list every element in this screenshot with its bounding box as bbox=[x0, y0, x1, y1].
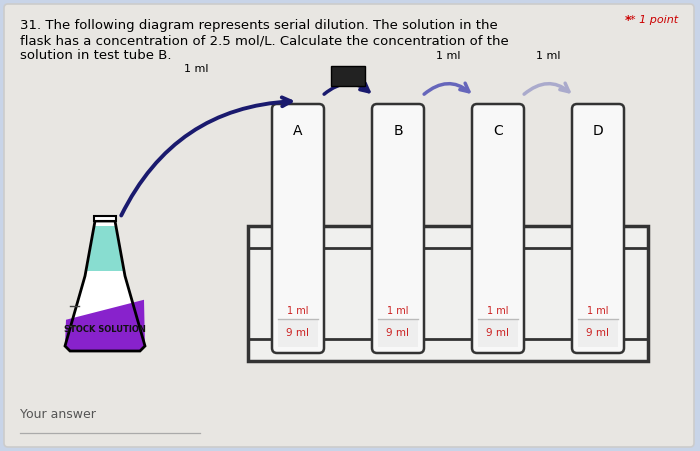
FancyBboxPatch shape bbox=[372, 104, 424, 353]
Polygon shape bbox=[87, 226, 123, 271]
Text: STOCK SOLUTION: STOCK SOLUTION bbox=[64, 325, 146, 333]
FancyArrowPatch shape bbox=[424, 83, 469, 94]
Bar bbox=[331, 66, 365, 86]
Text: 1 ml: 1 ml bbox=[435, 51, 461, 61]
FancyBboxPatch shape bbox=[272, 104, 324, 353]
Text: 9 ml: 9 ml bbox=[386, 328, 410, 338]
Bar bbox=[94, 216, 116, 221]
FancyBboxPatch shape bbox=[4, 4, 694, 447]
Text: * 1 point: * 1 point bbox=[630, 15, 678, 25]
FancyArrowPatch shape bbox=[324, 83, 369, 94]
Text: *: * bbox=[625, 14, 631, 27]
Text: 31. The following diagram represents serial dilution. The solution in the: 31. The following diagram represents ser… bbox=[20, 19, 498, 32]
FancyBboxPatch shape bbox=[472, 104, 524, 353]
Text: 1 ml: 1 ml bbox=[487, 306, 509, 316]
FancyArrowPatch shape bbox=[121, 97, 291, 216]
Text: B: B bbox=[393, 124, 402, 138]
Text: 1 ml: 1 ml bbox=[287, 306, 309, 316]
Bar bbox=[278, 319, 318, 347]
Text: flask has a concentration of 2.5 mol/L. Calculate the concentration of the: flask has a concentration of 2.5 mol/L. … bbox=[20, 34, 509, 47]
Text: 1 ml: 1 ml bbox=[536, 51, 560, 61]
Text: A: A bbox=[293, 124, 302, 138]
Bar bbox=[378, 319, 418, 347]
Polygon shape bbox=[65, 300, 145, 351]
Text: 1 ml: 1 ml bbox=[387, 306, 409, 316]
Bar bbox=[578, 319, 618, 347]
Polygon shape bbox=[65, 221, 145, 351]
Text: C: C bbox=[493, 124, 503, 138]
Text: 1 ml: 1 ml bbox=[587, 306, 609, 316]
FancyArrowPatch shape bbox=[524, 83, 569, 94]
Text: 9 ml: 9 ml bbox=[286, 328, 309, 338]
FancyBboxPatch shape bbox=[572, 104, 624, 353]
Text: D: D bbox=[593, 124, 603, 138]
Text: 1 ml: 1 ml bbox=[184, 64, 209, 74]
Text: Your answer: Your answer bbox=[20, 408, 96, 421]
Bar bbox=[248, 226, 648, 361]
Text: 9 ml: 9 ml bbox=[486, 328, 510, 338]
Bar bbox=[478, 319, 518, 347]
Text: solution in test tube B.: solution in test tube B. bbox=[20, 49, 172, 62]
Text: 9 ml: 9 ml bbox=[587, 328, 610, 338]
